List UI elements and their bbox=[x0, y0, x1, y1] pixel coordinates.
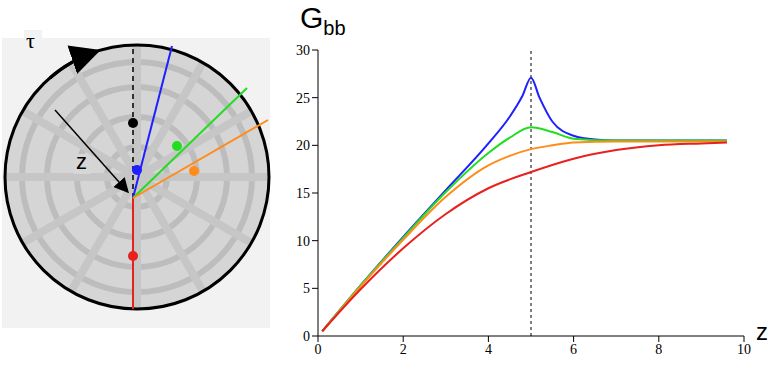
html-text:z: z bbox=[756, 318, 768, 345]
svg-text:15: 15 bbox=[296, 186, 310, 201]
html-text:Gbb: Gbb bbox=[300, 1, 346, 39]
svg-text:6: 6 bbox=[570, 342, 577, 357]
svg-text:2: 2 bbox=[400, 342, 407, 357]
svg-text:0: 0 bbox=[303, 329, 310, 344]
svg-text:10: 10 bbox=[296, 234, 310, 249]
svg-text:τ: τ bbox=[26, 28, 35, 53]
svg-text:10: 10 bbox=[737, 342, 751, 357]
svg-text:20: 20 bbox=[296, 138, 310, 153]
svg-text:8: 8 bbox=[655, 342, 662, 357]
svg-text:30: 30 bbox=[296, 43, 310, 58]
svg-text:z: z bbox=[76, 149, 87, 174]
svg-text:25: 25 bbox=[296, 91, 310, 106]
svg-text:5: 5 bbox=[303, 281, 310, 296]
svg-text:4: 4 bbox=[485, 342, 492, 357]
svg-text:0: 0 bbox=[315, 342, 322, 357]
